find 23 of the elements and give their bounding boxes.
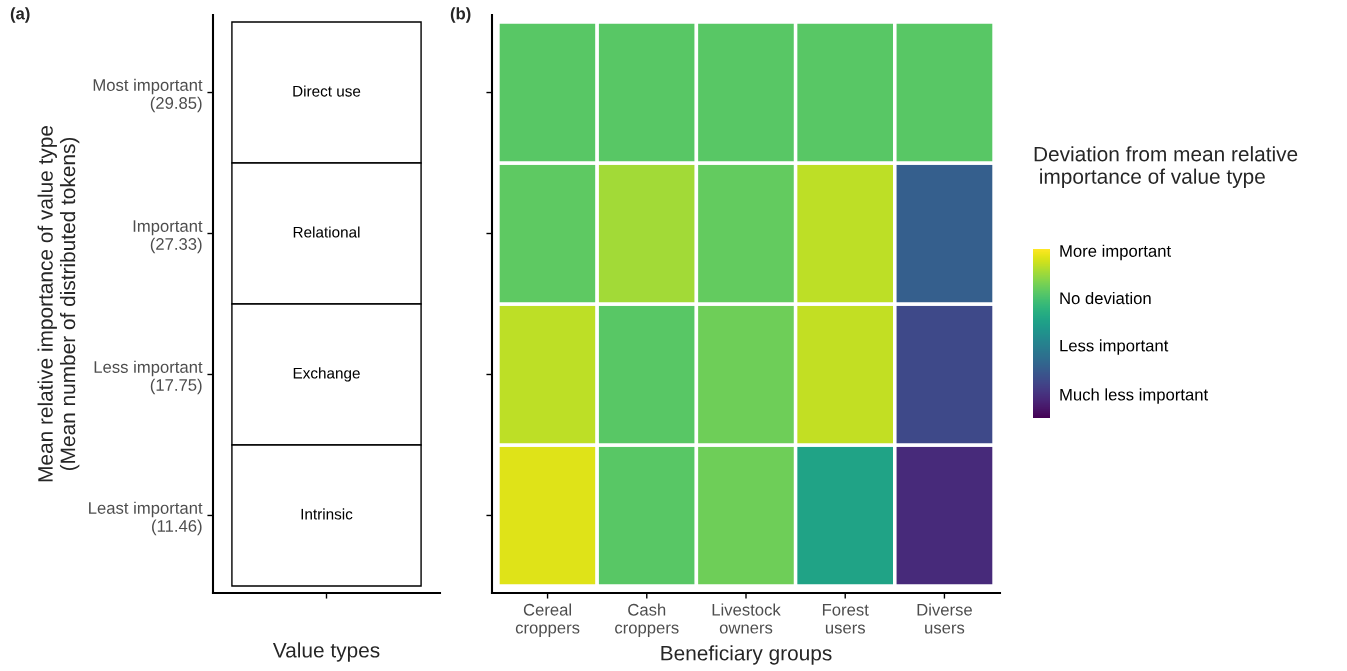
y-tick-label: Less important (17.75) xyxy=(94,360,203,395)
text: Direct use xyxy=(293,85,361,97)
text: Relational xyxy=(293,226,360,238)
color-bar-label: Much less important xyxy=(1060,388,1209,404)
x-axis-title: Value types xyxy=(272,642,380,662)
text: (a) xyxy=(10,7,30,23)
x-tick-label: Cereal croppers xyxy=(515,603,580,637)
y-tick-label: Least important (11.46) xyxy=(89,501,203,536)
text: Exchange xyxy=(293,367,360,382)
chart-title: (b) xyxy=(450,7,471,23)
color-bar-label: More important xyxy=(1060,244,1171,261)
x-tick-label: Cash croppers xyxy=(615,603,679,637)
color-bar-title: Deviation from mean relative importance of value type xyxy=(1034,146,1298,188)
y-axis-title: Mean relative importance of value type (Mean number of distributed tokens) xyxy=(37,126,80,482)
x-tick-label: Diverse users xyxy=(917,603,972,634)
x-tick-label: Forest users xyxy=(822,604,869,634)
y-tick-label: Most important (29.85) xyxy=(93,78,203,113)
x-axis-title: Beneficiary groups xyxy=(661,645,832,665)
y-tick-label: Important (27.33) xyxy=(133,220,203,254)
x-tick-label: Livestock owners xyxy=(712,603,781,634)
color-bar-label: Less important xyxy=(1060,339,1169,355)
text: Intrinsic xyxy=(301,508,353,520)
color-bar-label: No deviation xyxy=(1060,291,1151,305)
